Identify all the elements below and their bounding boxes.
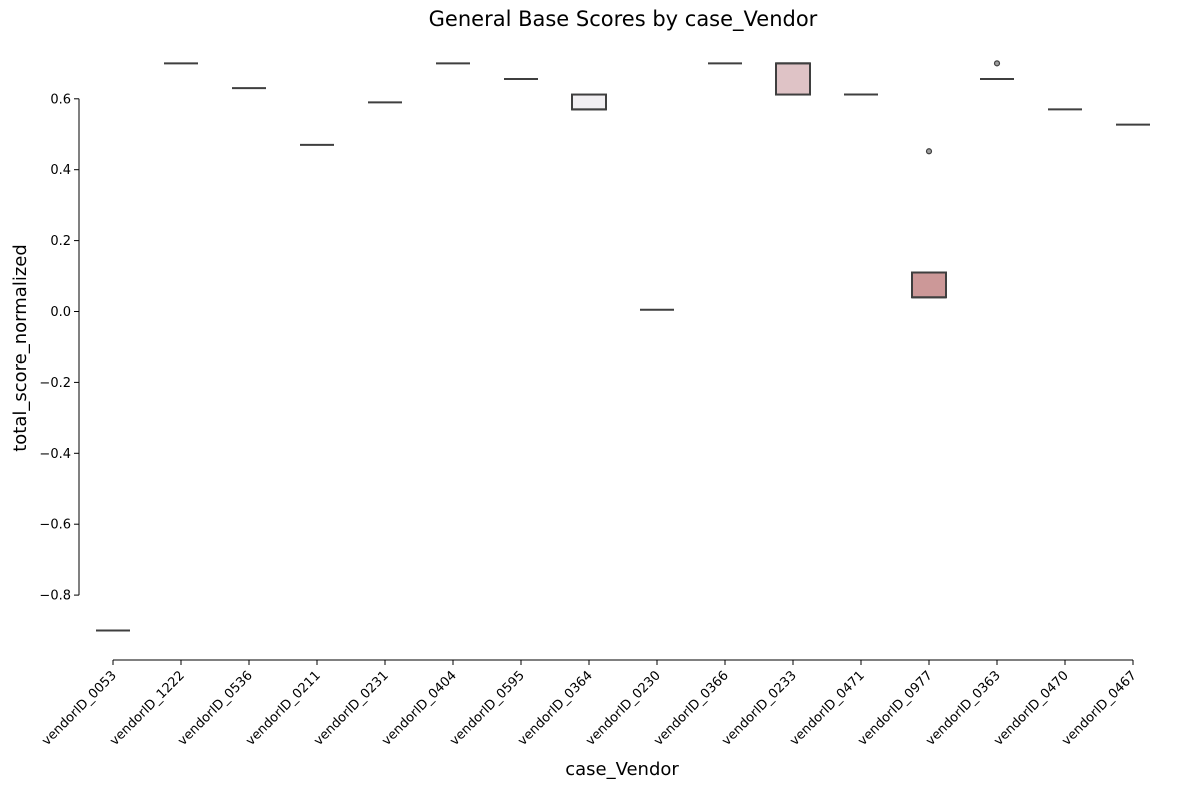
box-group-vendorID_0233 [775,62,811,96]
box-group-vendorID_0364 [571,93,607,111]
outlier-point [993,60,1001,67]
y-tick-label: 0.6 [50,92,71,107]
y-tick-label: 0.4 [50,163,71,178]
y-tick-label: −0.2 [39,376,71,391]
x-axis-title: case_Vendor [565,759,679,780]
x-axis-ticks: vendorID_0053vendorID_1222vendorID_0536v… [39,660,1140,749]
y-tick-label: 0.0 [50,305,71,320]
y-axis-ticks: −0.8 −0.6 −0.4 −0.2 0.0 0.2 0.4 0.6 [39,92,79,604]
box-group-vendorID_0363 [980,60,1014,80]
x-tick-label: vendorID_0467 [1059,668,1140,749]
box-rect [911,271,947,299]
y-tick-label: −0.4 [39,447,71,462]
y-tick-label: 0.2 [50,234,71,249]
box-rect [571,93,607,111]
boxes-layer [96,60,1150,632]
chart-title: General Base Scores by case_Vendor [429,7,818,32]
y-axis-title: total_score_normalized [10,244,31,452]
box-group-vendorID_0977 [911,148,947,299]
outlier-point [925,148,933,155]
y-tick-label: −0.6 [39,518,71,533]
box-rect [775,62,811,96]
y-tick-label: −0.8 [39,589,71,604]
